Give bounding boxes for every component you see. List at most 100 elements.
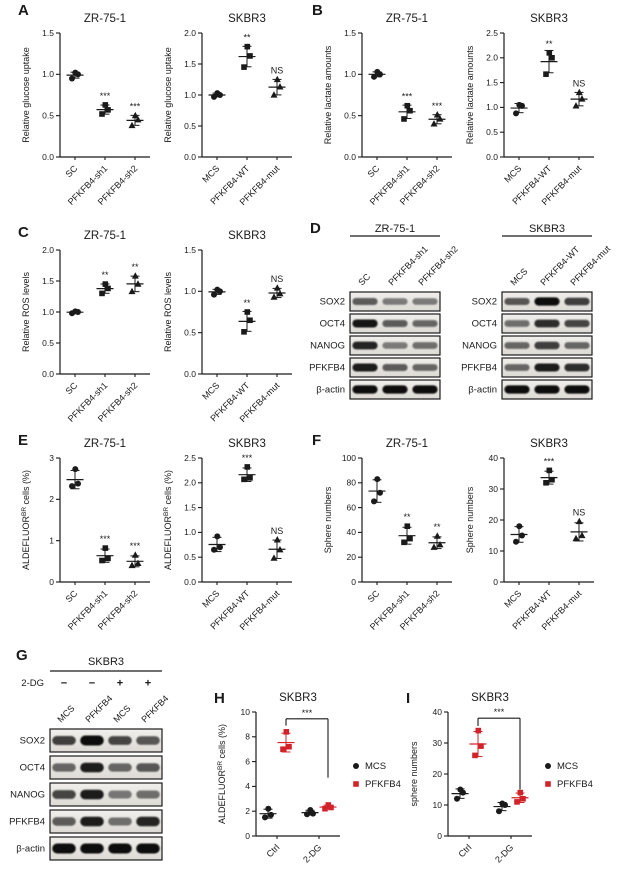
svg-text:0.0: 0.0 xyxy=(184,152,196,162)
svg-text:***: *** xyxy=(130,102,141,112)
svg-text:Sphere numbers: Sphere numbers xyxy=(465,486,475,553)
panel-letter-G: G xyxy=(16,647,28,664)
chart-glucose-uptake-skbr3: SKBR3 0.0 0.5 1.0 1.5 2.0 Relative glucose upt… xyxy=(162,9,298,214)
svg-text:***: *** xyxy=(432,101,443,111)
svg-text:PFKFB4: PFKFB4 xyxy=(309,363,345,374)
svg-text:**: ** xyxy=(433,522,441,532)
svg-text:ALDEFLUORBR cells (%): ALDEFLUORBR cells (%) xyxy=(21,470,31,570)
svg-text:2-DG: 2-DG xyxy=(493,842,515,864)
svg-text:1.0: 1.0 xyxy=(486,102,498,112)
svg-text:−: − xyxy=(61,678,67,690)
panel-letter-H: H xyxy=(214,690,225,707)
svg-text:OCT4: OCT4 xyxy=(20,763,45,774)
svg-text:NS: NS xyxy=(573,508,586,518)
chart-ros-skbr3: SKBR3 0.0 0.5 1.0 1.5 Relative ROS levels MCS *… xyxy=(162,226,298,431)
svg-text:6: 6 xyxy=(245,756,250,766)
svg-text:−: − xyxy=(89,678,95,690)
svg-text:1.0: 1.0 xyxy=(42,307,54,317)
panel-B: B ZR-75-1 0.0 0.5 1.0 1.5 Relative lactate am… xyxy=(312,2,600,214)
svg-text:0: 0 xyxy=(437,831,442,841)
svg-text:40: 40 xyxy=(433,707,443,717)
svg-text:1: 1 xyxy=(49,535,54,545)
svg-text:2.0: 2.0 xyxy=(184,28,196,38)
svg-text:SKBR3: SKBR3 xyxy=(529,223,565,235)
svg-text:2.5: 2.5 xyxy=(486,28,498,38)
svg-text:0.5: 0.5 xyxy=(42,338,54,348)
svg-text:2.0: 2.0 xyxy=(42,245,54,255)
panel-C: C ZR-75-1 0.0 0.5 1.0 1.5 2.0 Relative ROS lev… xyxy=(14,216,298,431)
svg-text:**: ** xyxy=(243,33,251,43)
svg-text:SC: SC xyxy=(63,163,79,179)
svg-text:40: 40 xyxy=(347,527,357,537)
svg-text:**: ** xyxy=(101,270,109,280)
svg-text:1.5: 1.5 xyxy=(42,28,54,38)
panel-I: I SKBR3 0 10 20 30 40 sphere numbers Ctrl 2-DG **… xyxy=(396,686,600,874)
panel-letter-D: D xyxy=(310,220,321,237)
svg-text:2: 2 xyxy=(245,806,250,816)
svg-text:PFKFB4: PFKFB4 xyxy=(557,779,593,790)
svg-text:Sphere numbers: Sphere numbers xyxy=(323,486,333,553)
svg-text:1.0: 1.0 xyxy=(42,69,54,79)
chart-spheres-skbr3: SKBR3 0 10 20 30 40 Sphere numbers MCS *** PFKFB4… xyxy=(464,434,600,639)
svg-text:Ctrl: Ctrl xyxy=(264,842,281,859)
svg-text:***: *** xyxy=(494,707,505,717)
chart-svg-C1: ZR-75-1 0.0 0.5 1.0 1.5 2.0 Relative ROS level… xyxy=(21,230,150,424)
svg-text:30: 30 xyxy=(489,484,499,494)
svg-text:MCS: MCS xyxy=(200,380,221,401)
svg-text:1.0: 1.0 xyxy=(184,527,196,537)
svg-text:80: 80 xyxy=(347,478,357,488)
panel-D: D ZR-75-1 SC PFKFB4-sh1 PFKFB4-sh2 SOX2 OCT4 N… xyxy=(308,218,613,402)
panel-letter-A: A xyxy=(18,2,29,19)
svg-text:SKBR3: SKBR3 xyxy=(228,230,266,242)
svg-text:20: 20 xyxy=(489,515,499,525)
svg-text:3: 3 xyxy=(49,453,54,463)
svg-text:Ctrl: Ctrl xyxy=(456,842,473,859)
chart-glucose-uptake-zr751: ZR-75-1 0.0 0.5 1.0 1.5 Relative glucose upta… xyxy=(20,9,156,214)
svg-text:NS: NS xyxy=(573,79,586,89)
svg-text:SOX2: SOX2 xyxy=(320,297,345,308)
svg-text:NS: NS xyxy=(271,526,284,536)
svg-text:***: *** xyxy=(100,91,111,101)
svg-text:2.0: 2.0 xyxy=(486,53,498,63)
svg-text:0.5: 0.5 xyxy=(184,327,196,337)
svg-text:ALDEFLUORBR cells (%): ALDEFLUORBR cells (%) xyxy=(163,470,173,570)
svg-text:NS: NS xyxy=(271,66,284,76)
svg-text:ZR-75-1: ZR-75-1 xyxy=(84,13,126,25)
svg-text:SC: SC xyxy=(63,380,79,396)
svg-text:Relative lactate amounts: Relative lactate amounts xyxy=(323,45,333,144)
svg-text:β-actin: β-actin xyxy=(16,844,45,855)
svg-text:20: 20 xyxy=(347,552,357,562)
svg-text:1.5: 1.5 xyxy=(184,245,196,255)
svg-text:MCS: MCS xyxy=(200,588,221,609)
svg-text:8: 8 xyxy=(245,732,250,742)
panel-G: G SKBR3 2-DG − − + + MCS PFKFB4 MCS PFKFB4 SOX2 OCT… xyxy=(8,645,170,863)
svg-text:1.5: 1.5 xyxy=(184,59,196,69)
svg-text:MCS: MCS xyxy=(508,266,529,287)
panel-letter-I: I xyxy=(406,690,411,707)
svg-text:1.0: 1.0 xyxy=(184,90,196,100)
svg-text:40: 40 xyxy=(489,453,499,463)
panel-letter-E: E xyxy=(18,432,29,449)
svg-text:ZR-75-1: ZR-75-1 xyxy=(386,438,428,450)
svg-text:2-DG: 2-DG xyxy=(21,678,44,689)
chart-svg-I: SKBR3 0 10 20 30 40 sphere numbers Ctrl 2-DG *** M… xyxy=(409,692,593,865)
western-blot-zr751: ZR-75-1 SC PFKFB4-sh1 PFKFB4-sh2 SOX2 OCT4 NAN… xyxy=(308,222,460,402)
svg-text:**: ** xyxy=(545,39,553,49)
svg-text:Relative glucose uptake: Relative glucose uptake xyxy=(163,47,173,143)
svg-text:Relative glucose uptake: Relative glucose uptake xyxy=(21,47,31,143)
svg-text:0.5: 0.5 xyxy=(42,110,54,120)
svg-text:10: 10 xyxy=(433,800,443,810)
svg-text:30: 30 xyxy=(433,738,443,748)
svg-text:0: 0 xyxy=(49,577,54,587)
svg-text:0.0: 0.0 xyxy=(42,369,54,379)
svg-text:+: + xyxy=(145,678,151,690)
svg-text:***: *** xyxy=(544,456,555,466)
svg-text:Relative ROS levels: Relative ROS levels xyxy=(21,271,31,352)
svg-text:0.0: 0.0 xyxy=(486,152,498,162)
chart-lactate-zr751: ZR-75-1 0.0 0.5 1.0 1.5 Relative lactate amou… xyxy=(322,9,458,214)
svg-text:1.5: 1.5 xyxy=(42,276,54,286)
